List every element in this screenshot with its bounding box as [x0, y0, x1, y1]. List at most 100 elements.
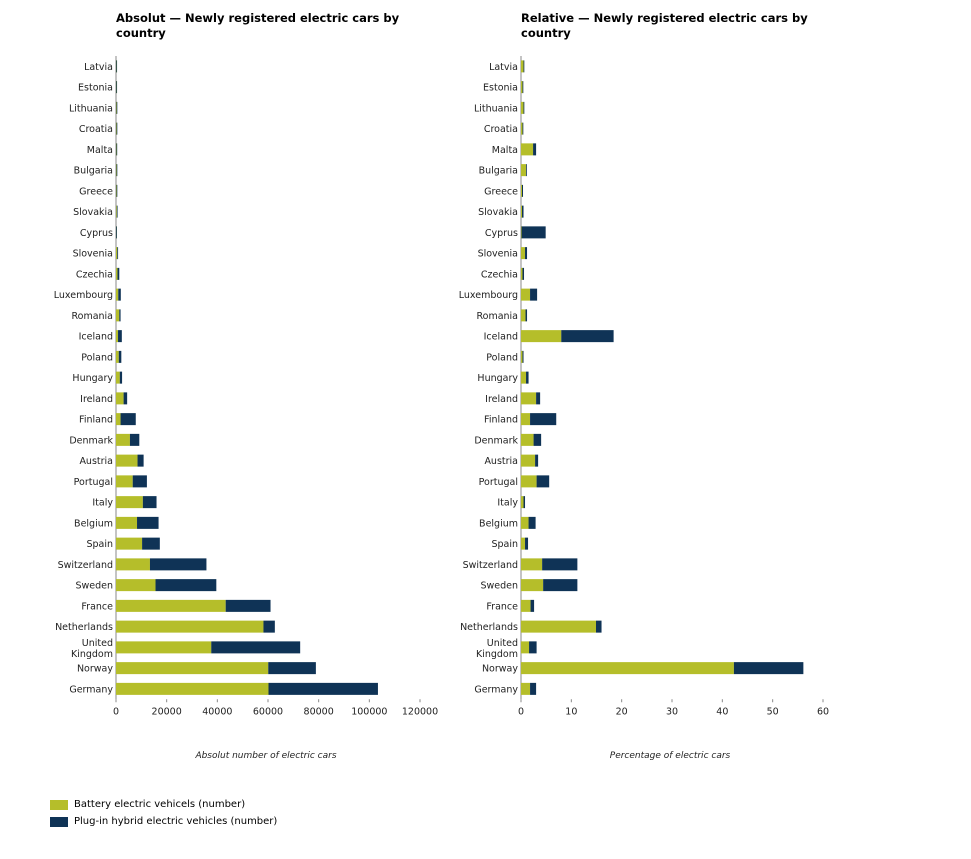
- rel-bar-phev: [595, 620, 602, 633]
- rel-bar-bev: [521, 330, 562, 343]
- rel-category-label: Switzerland: [463, 560, 518, 571]
- rel-bar-bev: [521, 81, 523, 94]
- abs-bar-phev: [117, 267, 120, 280]
- rel-bar-bev: [521, 516, 529, 529]
- rel-category-label: Italy: [497, 498, 518, 509]
- abs-bar-phev: [118, 330, 122, 343]
- abs-bar-bev: [116, 579, 156, 592]
- abs-bar-bev: [116, 330, 119, 343]
- rel-category-label: Germany: [474, 684, 518, 695]
- legend-label-phev: Plug-in hybrid electric vehicles (number…: [74, 816, 278, 827]
- rel-bar-phev: [530, 682, 537, 695]
- rel-bar-bev: [521, 288, 531, 301]
- abs-x-tick-label: 20000: [152, 706, 182, 717]
- rel-category-label: Belgium: [479, 518, 518, 529]
- abs-bar-bev: [116, 184, 117, 197]
- rel-bar-bev: [521, 579, 544, 592]
- rel-bar-phev: [543, 579, 578, 592]
- abs-category-label: Ireland: [80, 394, 113, 405]
- rel-x-axis-title: Percentage of electric cars: [610, 751, 731, 761]
- abs-bar-bev: [116, 433, 130, 446]
- rel-category-label: Slovakia: [478, 207, 518, 218]
- abs-category-label: United Kingdom: [71, 638, 113, 660]
- abs-bar-phev: [123, 392, 128, 405]
- abs-bar-phev: [142, 496, 157, 509]
- abs-bar-phev: [119, 309, 121, 322]
- rel-category-label: Norway: [482, 664, 518, 675]
- abs-bar-phev: [142, 537, 160, 550]
- abs-bar-bev: [116, 558, 150, 571]
- rel-bar-bev: [521, 60, 524, 73]
- abs-bar-bev: [116, 537, 143, 550]
- abs-bar-phev: [120, 413, 136, 426]
- rel-bar-bev: [521, 143, 534, 156]
- abs-category-label: Latvia: [84, 62, 113, 73]
- abs-x-tick-label: 80000: [304, 706, 334, 717]
- rel-category-label: Ireland: [485, 394, 518, 405]
- rel-bar-phev: [533, 433, 542, 446]
- rel-bar-bev: [521, 599, 531, 612]
- abs-category-label: Romania: [71, 311, 113, 322]
- rel-bar-bev: [521, 413, 531, 426]
- abs-bar-phev: [268, 662, 316, 675]
- rel-x-tick-label: 30: [666, 706, 678, 717]
- abs-bar-phev: [117, 247, 119, 260]
- rel-category-label: Greece: [484, 186, 518, 197]
- rel-category-label: Netherlands: [460, 622, 518, 633]
- abs-bar-bev: [116, 641, 212, 654]
- abs-category-label: Austria: [79, 456, 113, 467]
- abs-bar-bev: [116, 454, 138, 467]
- abs-bar-phev: [137, 454, 144, 467]
- rel-bar-phev: [536, 475, 550, 488]
- abs-bar-phev: [132, 475, 147, 488]
- rel-bar-bev: [521, 641, 530, 654]
- rel-category-label: Hungary: [477, 373, 518, 384]
- abs-category-label: Germany: [69, 684, 113, 695]
- abs-bar-phev: [118, 350, 122, 363]
- rel-category-label: Portugal: [479, 477, 518, 488]
- abs-category-label: Slovakia: [73, 207, 113, 218]
- rel-bar-phev: [530, 288, 538, 301]
- rel-bar-phev: [523, 60, 525, 73]
- rel-category-label: Cyprus: [485, 228, 518, 239]
- rel-category-label: Iceland: [484, 332, 518, 343]
- abs-bar-phev: [116, 143, 118, 156]
- abs-bar-bev: [116, 350, 119, 363]
- rel-bar-phev: [535, 454, 539, 467]
- rel-bar-bev: [521, 454, 536, 467]
- rel-category-label: Luxembourg: [459, 290, 518, 301]
- abs-category-label: Slovenia: [73, 249, 113, 260]
- abs-bar-phev: [225, 599, 271, 612]
- abs-bar-bev: [116, 122, 117, 135]
- rel-x-tick-label: 0: [518, 706, 524, 717]
- abs-bar-bev: [116, 309, 120, 322]
- rel-category-label: Estonia: [483, 83, 518, 94]
- abs-bar-phev: [149, 558, 207, 571]
- rel-bar-phev: [522, 205, 524, 218]
- legend: Battery electric vehicels (number) Plug-…: [50, 796, 277, 830]
- chart-title-absolute: Absolut — Newly registered electric cars…: [116, 11, 400, 40]
- rel-bar-bev: [521, 662, 734, 675]
- rel-bar-bev: [521, 433, 534, 446]
- abs-category-label: Denmark: [69, 435, 113, 446]
- abs-bar-bev: [116, 267, 118, 280]
- rel-category-label: Czechia: [481, 269, 518, 280]
- rel-bar-bev: [521, 205, 523, 218]
- rel-bar-bev: [521, 475, 537, 488]
- rel-bar-bev: [521, 309, 526, 322]
- rel-category-label: Denmark: [474, 435, 518, 446]
- legend-label-bev: Battery electric vehicels (number): [74, 799, 246, 810]
- abs-category-label: Malta: [87, 145, 113, 156]
- rel-bar-phev: [530, 599, 535, 612]
- rel-bar-phev: [525, 247, 528, 260]
- abs-category-label: Norway: [77, 664, 113, 675]
- abs-category-label: Italy: [92, 498, 113, 509]
- abs-bar-phev: [137, 516, 159, 529]
- abs-category-label: Czechia: [76, 269, 113, 280]
- rel-bar-bev: [521, 184, 523, 197]
- abs-bar-phev: [211, 641, 301, 654]
- rel-bar-phev: [536, 392, 541, 405]
- abs-x-tick-label: 120000: [402, 706, 438, 717]
- rel-x-tick-label: 60: [817, 706, 829, 717]
- legend-swatch-phev: [50, 816, 68, 827]
